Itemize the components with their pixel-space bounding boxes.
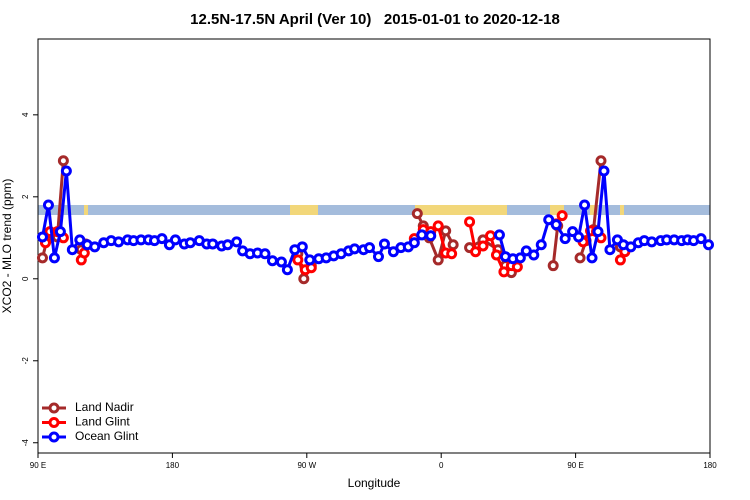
- legend-marker: [48, 402, 60, 414]
- y-tick-label: 4: [21, 112, 30, 117]
- data-point: [614, 254, 626, 266]
- data-point: [275, 256, 287, 268]
- data-point: [266, 255, 278, 267]
- x-tick-label: 180: [703, 461, 717, 470]
- data-point: [207, 238, 219, 250]
- data-point: [48, 252, 60, 264]
- y-tick-label: -4: [21, 439, 30, 447]
- data-point: [425, 230, 437, 242]
- x-tick-label: 180: [166, 461, 180, 470]
- data-point: [592, 226, 604, 238]
- data-point: [470, 246, 482, 258]
- data-point: [411, 208, 423, 220]
- data-point: [695, 233, 707, 245]
- data-point: [378, 238, 390, 250]
- x-tick-label: 0: [439, 461, 444, 470]
- data-point: [364, 242, 376, 254]
- legend-label: Land Nadir: [75, 400, 134, 414]
- data-point: [543, 214, 555, 226]
- data-point: [156, 233, 168, 245]
- data-point: [556, 210, 568, 222]
- data-point: [559, 233, 571, 245]
- data-point: [484, 230, 496, 242]
- data-point: [349, 243, 361, 255]
- y-tick-label: 2: [21, 194, 30, 199]
- data-point: [89, 241, 101, 253]
- data-point: [447, 239, 459, 251]
- data-point: [511, 261, 523, 273]
- data-point: [54, 226, 66, 238]
- data-point: [281, 264, 293, 276]
- data-point: [42, 199, 54, 211]
- legend-marker: [48, 417, 60, 428]
- legend-label: Land Glint: [75, 415, 130, 429]
- data-point: [416, 229, 428, 241]
- data-point: [36, 252, 48, 264]
- y-tick-label: 0: [21, 276, 30, 281]
- data-point: [169, 234, 181, 246]
- data-point: [528, 249, 540, 261]
- data-point: [464, 216, 476, 228]
- x-tick-label: 90 E: [30, 461, 46, 470]
- data-point: [574, 252, 586, 264]
- data-point: [184, 237, 196, 249]
- x-axis-label: Longitude: [348, 476, 401, 490]
- data-point: [598, 165, 610, 177]
- data-point: [595, 155, 607, 167]
- data-point: [490, 249, 502, 261]
- data-point: [604, 244, 616, 256]
- data-point: [296, 241, 308, 253]
- data-point: [222, 239, 234, 251]
- data-point: [579, 199, 591, 211]
- chart-title: 12.5N-17.5N April (Ver 10) 2015-01-01 to…: [190, 11, 560, 28]
- data-point: [432, 254, 444, 266]
- data-point: [547, 260, 559, 272]
- data-point: [550, 219, 562, 231]
- data-point: [703, 239, 715, 251]
- data-point: [372, 251, 384, 263]
- data-point: [514, 252, 526, 264]
- data-point: [60, 165, 72, 177]
- data-point: [66, 244, 78, 256]
- data-point: [573, 231, 585, 243]
- data-point: [304, 254, 316, 266]
- data-point: [231, 236, 243, 248]
- data-point: [74, 234, 86, 246]
- x-tick-label: 90 E: [567, 461, 583, 470]
- series-line: [41, 170, 431, 273]
- data-point: [113, 236, 125, 248]
- data-point: [36, 231, 48, 243]
- data-point: [292, 254, 304, 266]
- data-point: [446, 248, 458, 260]
- data-point: [586, 252, 598, 264]
- surface-band: [38, 205, 710, 215]
- legend-marker: [48, 431, 60, 443]
- data-point: [477, 240, 489, 252]
- series-line: [551, 225, 560, 266]
- data-point: [498, 266, 510, 278]
- data-point: [535, 239, 547, 251]
- data-point: [432, 220, 444, 232]
- data-point: [259, 248, 271, 260]
- data-point: [493, 229, 505, 241]
- data-point: [440, 225, 452, 237]
- data-point: [408, 237, 420, 249]
- data-point: [298, 273, 310, 285]
- data-point: [57, 155, 69, 167]
- legend-label: Ocean Glint: [75, 429, 139, 443]
- y-axis-label: XCO2 - MLO trend (ppm): [0, 179, 14, 314]
- y-tick-label: -2: [21, 357, 30, 365]
- data-point: [646, 236, 658, 248]
- x-tick-label: 90 W: [297, 461, 316, 470]
